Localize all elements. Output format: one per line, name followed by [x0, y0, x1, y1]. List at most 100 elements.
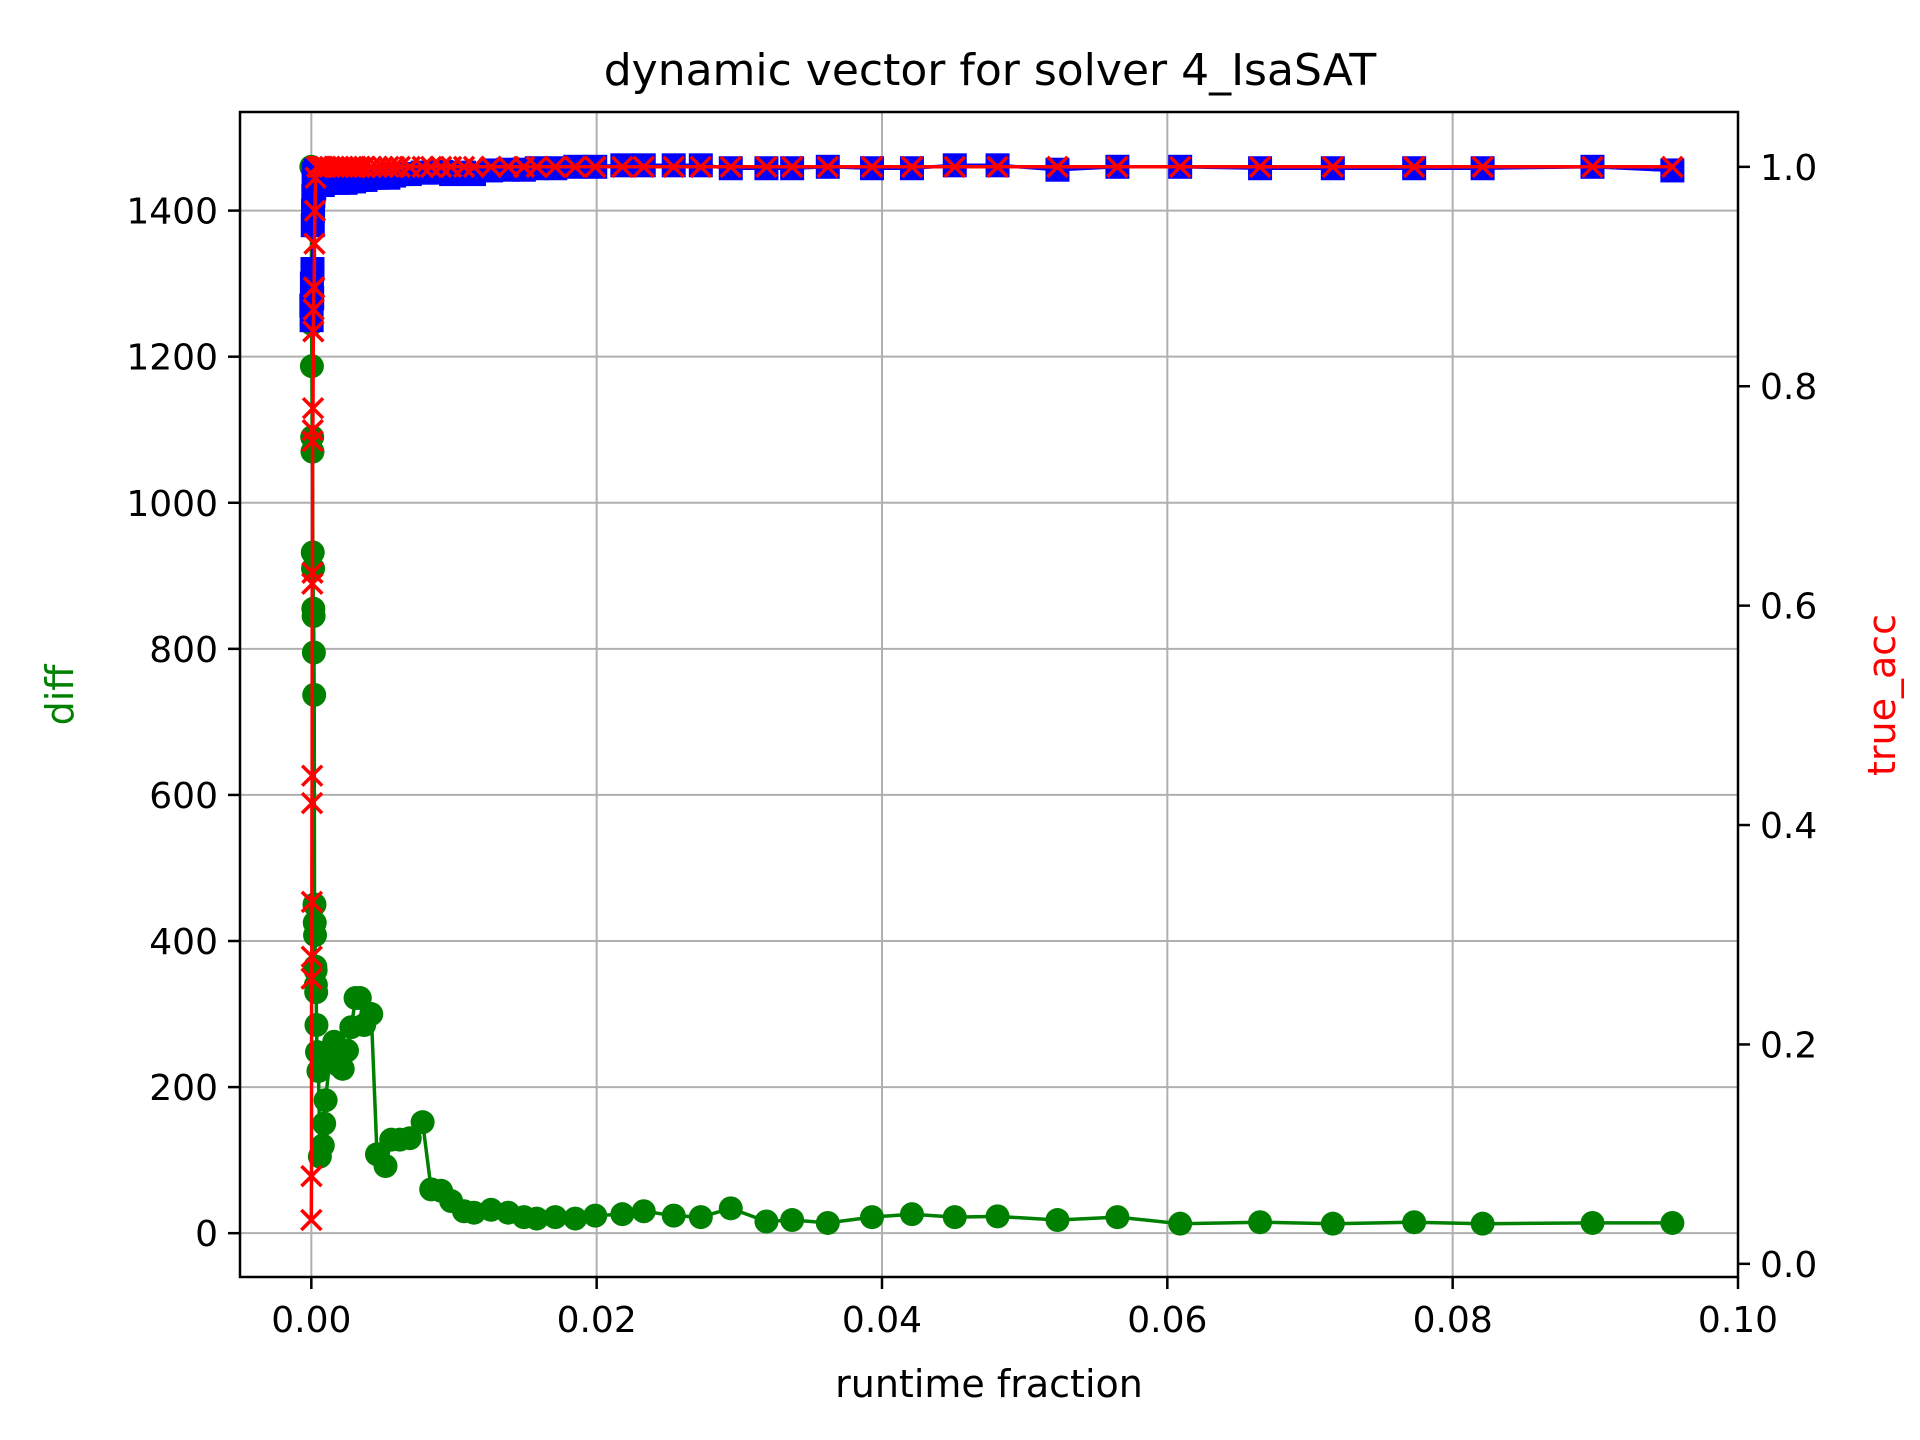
x-axis: 0.00 0.02 0.04 0.06 0.08 0.10	[271, 1277, 1778, 1341]
series-layer	[299, 153, 1685, 1236]
data-point	[300, 791, 324, 815]
data-point	[1105, 1205, 1130, 1230]
data-point	[1402, 1210, 1427, 1235]
data-point	[543, 1205, 568, 1230]
data-point	[301, 396, 325, 420]
y-tick-label-right: 0.4	[1760, 806, 1817, 847]
y-axis-right: 0.0 0.2 0.4 0.6 0.8 1.0	[1738, 148, 1817, 1286]
y-tick-label-left: 600	[149, 776, 218, 817]
y-tick-label-right: 1.0	[1760, 148, 1817, 189]
data-point	[900, 155, 924, 179]
data-point	[359, 1002, 384, 1027]
data-point	[303, 199, 327, 222]
data-point	[302, 682, 327, 707]
data-point	[755, 155, 778, 179]
data-point	[1660, 158, 1685, 183]
data-point	[1581, 155, 1604, 179]
data-point	[429, 155, 453, 179]
data-point	[815, 1210, 840, 1235]
x-tick-label: 0.04	[842, 1300, 922, 1341]
data-point	[462, 155, 486, 179]
data-point	[304, 1013, 329, 1038]
data-point	[899, 1202, 924, 1227]
data-point	[302, 320, 325, 343]
data-point	[525, 155, 548, 179]
data-point	[1320, 1211, 1345, 1236]
data-point	[313, 1088, 338, 1113]
data-point	[1248, 155, 1272, 179]
data-point	[985, 1204, 1010, 1229]
data-point	[312, 1111, 337, 1136]
x-tick-label: 0.08	[1413, 1300, 1493, 1341]
y-tick-label-left: 800	[149, 630, 218, 671]
x-tick-label: 0.06	[1127, 1300, 1207, 1341]
data-point	[300, 890, 324, 914]
y-tick-label-left: 0	[195, 1214, 218, 1255]
data-point	[301, 418, 324, 442]
data-point	[1045, 1208, 1070, 1233]
data-point	[301, 561, 324, 584]
data-point	[1106, 155, 1129, 179]
plot-frame	[238, 110, 1740, 1279]
data-point	[397, 1126, 422, 1151]
y-tick-label-right: 0.8	[1760, 367, 1817, 408]
data-point	[719, 155, 743, 179]
data-point	[943, 155, 966, 179]
data-point	[303, 923, 328, 948]
data-point	[310, 1133, 335, 1158]
data-point	[411, 155, 434, 179]
data-point	[300, 967, 323, 990]
y-tick-label-right: 0.0	[1760, 1245, 1817, 1286]
data-point	[1660, 1210, 1685, 1235]
x-axis-label: runtime fraction	[835, 1362, 1143, 1406]
data-point	[563, 1206, 588, 1231]
y-tick-label-left: 1200	[126, 338, 218, 379]
data-point	[300, 1208, 323, 1232]
data-point	[1580, 1210, 1605, 1235]
y-tick-label-left: 400	[149, 922, 218, 963]
diff-series	[299, 154, 1685, 1236]
data-point	[780, 155, 804, 179]
data-point	[986, 155, 1009, 179]
data-point	[452, 155, 476, 179]
data-point	[860, 1205, 885, 1230]
data-point	[300, 764, 324, 787]
true-acc-series	[300, 155, 1684, 1232]
data-point	[942, 1205, 967, 1230]
data-point	[303, 232, 326, 255]
data-point	[300, 1164, 323, 1188]
y-tick-label-right: 0.2	[1760, 1025, 1817, 1066]
data-point	[302, 276, 326, 299]
chart-title: dynamic vector for solver 4_IsaSAT	[604, 45, 1377, 96]
data-point	[564, 155, 587, 179]
grid	[240, 112, 1739, 1277]
data-point	[388, 155, 412, 179]
data-point	[1471, 155, 1494, 179]
data-point	[718, 1196, 743, 1221]
data-point	[524, 1206, 549, 1231]
data-point	[860, 155, 884, 179]
y-axis-label-left: diff	[38, 664, 82, 726]
data-point	[688, 1205, 713, 1230]
data-point	[584, 155, 607, 179]
y-tick-label-left: 200	[149, 1068, 218, 1109]
x-tick-label: 0.10	[1698, 1300, 1778, 1341]
data-point	[1045, 157, 1070, 182]
data-point	[816, 155, 840, 179]
y-tick-label-right: 0.6	[1760, 587, 1817, 628]
y-axis-label-right: true_acc	[1860, 614, 1904, 776]
y-axis-left: 0 200 400 600 800 1000 1200 1400	[126, 192, 240, 1255]
data-point	[1402, 155, 1426, 179]
data-point	[373, 1153, 398, 1178]
data-point	[1661, 155, 1684, 179]
data-point	[611, 155, 634, 179]
data-point	[1168, 155, 1192, 179]
data-point	[544, 155, 567, 179]
data-point	[780, 1208, 805, 1233]
y-tick-label-left: 1400	[126, 192, 218, 233]
data-point	[661, 1203, 686, 1228]
y-tick-label-left: 1000	[126, 484, 218, 525]
data-point	[632, 155, 655, 179]
x-tick-label: 0.02	[557, 1300, 637, 1341]
